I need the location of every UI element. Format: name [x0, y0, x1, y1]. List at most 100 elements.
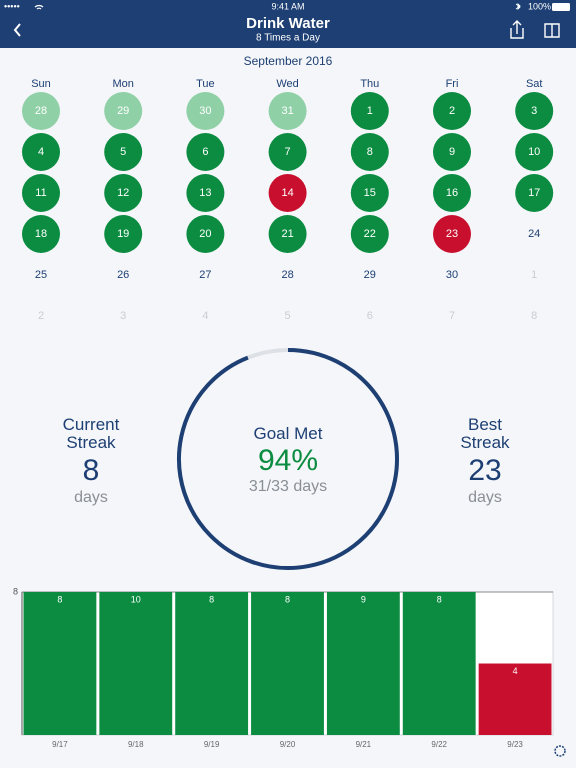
x-tick-label: 9/21	[356, 740, 372, 749]
day-marker	[22, 92, 60, 130]
month-title: September 2016	[244, 54, 333, 68]
y-tick-label: 8	[13, 586, 18, 596]
day-marker	[433, 133, 471, 171]
streak-unit: days	[468, 489, 502, 506]
day-number: 29	[117, 105, 129, 117]
streak-unit: days	[74, 489, 108, 506]
day-number: 5	[285, 310, 291, 322]
day-marker	[104, 133, 143, 171]
x-tick-label: 9/23	[507, 740, 523, 749]
goal-summary: Goal Met 94% 31/33 days	[208, 424, 368, 496]
day-number: 7	[449, 310, 455, 322]
day-marker	[433, 92, 471, 130]
day-marker	[515, 133, 554, 171]
bar	[478, 663, 552, 735]
day-number: 18	[35, 228, 47, 240]
day-marker	[515, 92, 554, 130]
journal-button[interactable]	[544, 23, 560, 38]
day-marker	[268, 174, 307, 212]
current-streak: Current Streak 8 days	[31, 416, 151, 508]
day-marker	[186, 133, 225, 171]
day-marker	[350, 174, 389, 212]
day-number: 4	[202, 310, 208, 322]
back-button[interactable]	[13, 23, 21, 37]
day-number: 2	[38, 310, 44, 322]
day-number: 2	[449, 105, 455, 117]
battery-icon	[552, 3, 570, 11]
bar	[402, 592, 476, 735]
day-marker	[350, 133, 389, 171]
nav-title: Drink Water	[246, 15, 330, 32]
day-marker	[22, 174, 60, 212]
battery-level: 100%	[528, 1, 551, 11]
streak-value: 8	[82, 454, 100, 487]
day-marker	[268, 215, 307, 253]
nav-bar	[0, 0, 576, 48]
day-number: 25	[35, 269, 47, 281]
weekday-label: Sun	[31, 78, 51, 90]
day-number: 13	[199, 187, 211, 199]
day-number: 1	[531, 269, 537, 281]
bar	[23, 592, 97, 735]
streak-label: Current Streak	[62, 415, 120, 452]
day-marker	[104, 215, 143, 253]
day-number: 10	[528, 146, 540, 158]
day-number: 16	[446, 187, 458, 199]
day-marker	[433, 174, 471, 212]
bar-value-label: 8	[285, 594, 290, 604]
bar-value-label: 4	[513, 666, 518, 676]
day-number: 3	[531, 105, 537, 117]
day-marker	[350, 215, 389, 253]
bar-value-label: 10	[131, 594, 141, 604]
day-number: 31	[281, 105, 293, 117]
wifi-icon	[34, 4, 44, 10]
x-tick-label: 9/17	[52, 740, 68, 749]
goal-label: Goal Met	[253, 424, 323, 443]
bar	[251, 592, 324, 735]
day-marker	[515, 174, 554, 212]
day-number: 14	[281, 187, 293, 199]
clock: 9:41 AM	[271, 1, 304, 11]
day-number: 21	[281, 228, 293, 240]
day-number: 19	[117, 228, 129, 240]
day-number: 7	[285, 146, 291, 158]
bar-value-label: 8	[57, 594, 62, 604]
day-marker	[186, 174, 225, 212]
day-number: 20	[199, 228, 211, 240]
bar	[326, 592, 400, 735]
weekday-label: Tue	[196, 78, 215, 90]
day-marker	[104, 92, 143, 130]
x-tick-label: 9/22	[431, 740, 447, 749]
settings-button[interactable]	[554, 745, 566, 757]
day-number: 11	[35, 187, 46, 199]
day-number: 8	[367, 146, 373, 158]
day-number: 26	[117, 269, 129, 281]
carrier: •••••	[4, 1, 20, 11]
x-tick-label: 9/19	[204, 740, 220, 749]
bar-value-label: 8	[209, 594, 214, 604]
day-number: 15	[364, 187, 376, 199]
bar-value-label: 8	[437, 594, 442, 604]
day-number: 28	[281, 269, 293, 281]
day-number: 9	[449, 146, 455, 158]
streak-value: 23	[468, 454, 502, 487]
day-number: 29	[364, 269, 376, 281]
bluetooth-icon	[515, 2, 521, 11]
day-number: 6	[202, 146, 208, 158]
x-tick-label: 9/18	[128, 740, 144, 749]
share-button[interactable]	[510, 20, 524, 39]
weekday-label: Sat	[526, 78, 543, 90]
weekday-label: Wed	[276, 78, 298, 90]
day-number: 24	[528, 228, 540, 240]
weekday-label: Thu	[360, 78, 379, 90]
day-number: 8	[531, 310, 537, 322]
day-number: 3	[120, 310, 126, 322]
weekday-label: Mon	[112, 78, 133, 90]
day-marker	[268, 92, 307, 130]
day-marker	[433, 215, 471, 253]
nav-subtitle: 8 Times a Day	[256, 33, 320, 44]
day-marker	[268, 133, 307, 171]
day-number: 30	[199, 105, 211, 117]
